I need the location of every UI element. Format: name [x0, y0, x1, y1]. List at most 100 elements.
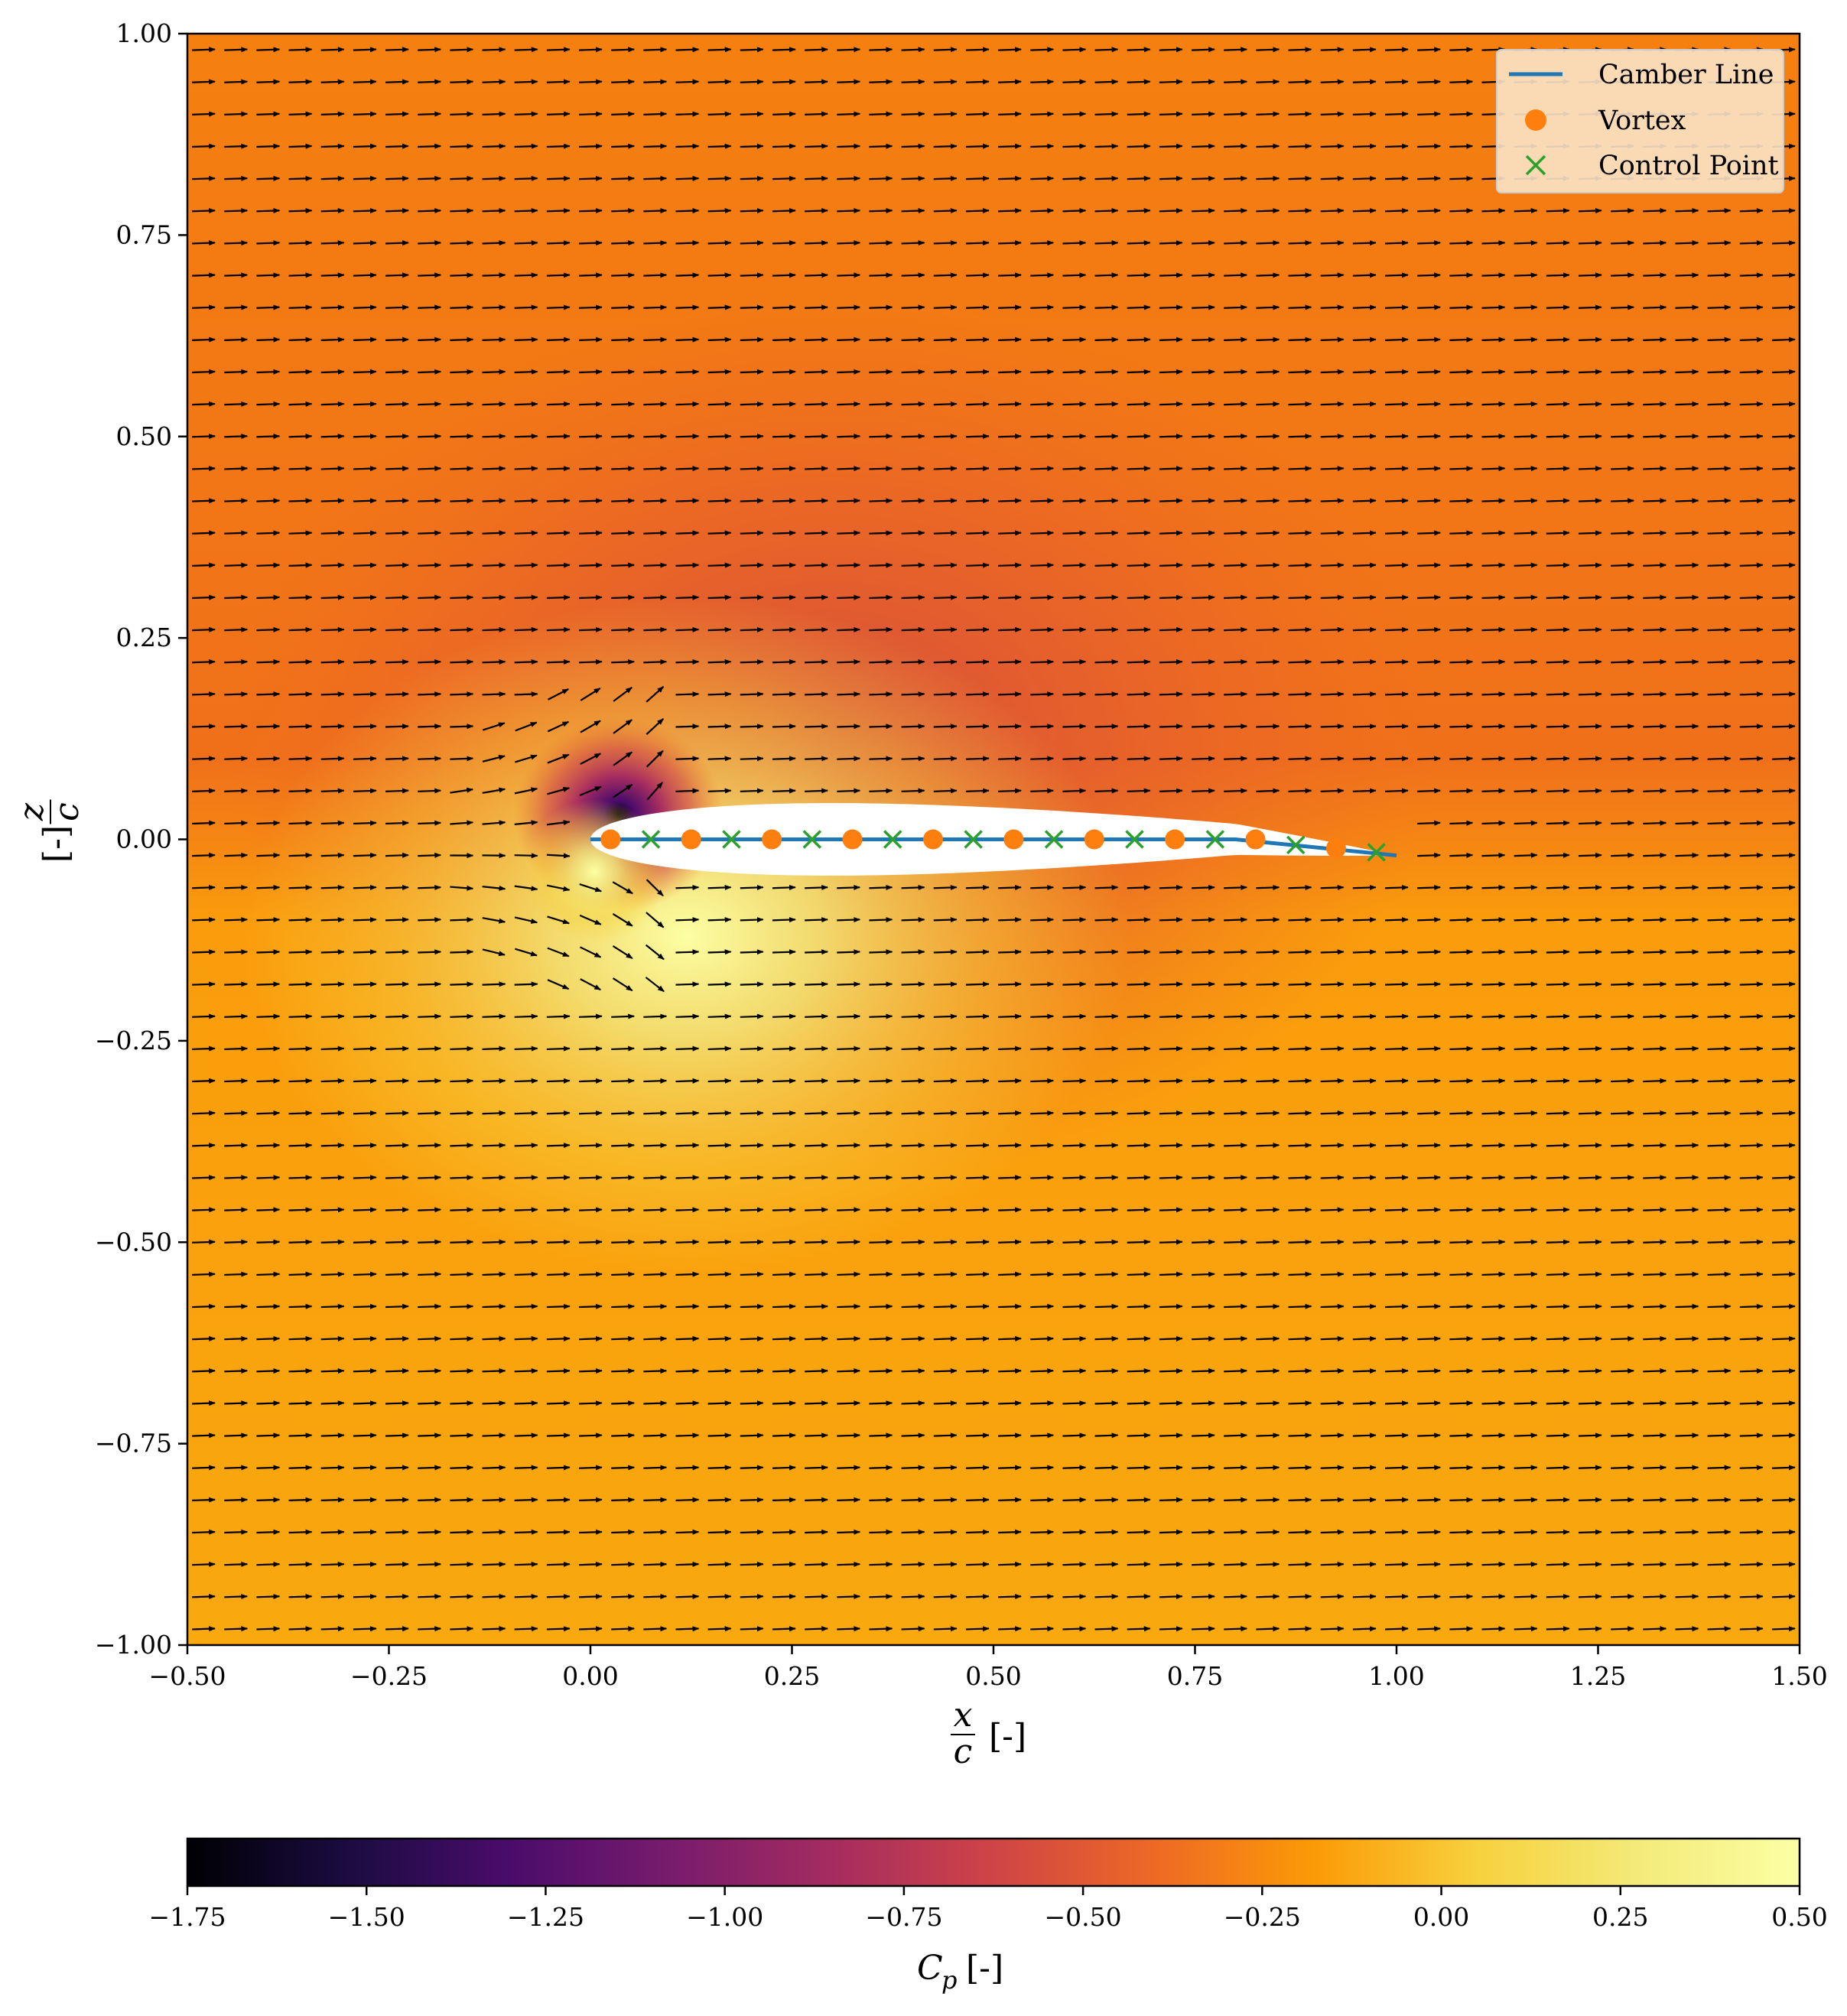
velocity-arrow: [869, 1303, 893, 1309]
velocity-arrow: [224, 1110, 249, 1116]
velocity-arrow: [1481, 884, 1506, 890]
velocity-arrow: [1288, 304, 1312, 311]
velocity-arrow: [546, 594, 571, 600]
velocity-arrow: [998, 1497, 1022, 1503]
velocity-arrow: [1192, 1594, 1215, 1600]
velocity-arrow: [320, 1303, 345, 1309]
velocity-arrow: [546, 433, 571, 440]
velocity-arrow: [1094, 884, 1119, 890]
velocity-arrow: [1320, 917, 1345, 923]
velocity-arrow: [418, 111, 442, 117]
velocity-arrow: [1192, 1013, 1215, 1019]
velocity-arrow: [675, 562, 700, 568]
velocity-arrow: [1417, 1143, 1442, 1149]
velocity-arrow: [805, 1013, 828, 1019]
velocity-arrow: [1159, 498, 1183, 504]
velocity-arrow: [418, 304, 442, 311]
legend-label-vortex: Vortex: [1598, 106, 1686, 136]
velocity-arrow: [1192, 530, 1215, 536]
velocity-arrow: [256, 143, 281, 149]
velocity-arrow: [1384, 1626, 1409, 1632]
velocity-arrow: [1384, 723, 1409, 730]
velocity-arrow: [643, 1175, 668, 1181]
velocity-arrow: [837, 1271, 861, 1277]
velocity-arrow: [1062, 884, 1087, 890]
velocity-arrow: [869, 1143, 893, 1149]
velocity-arrow: [514, 820, 538, 826]
velocity-arrow: [1578, 981, 1602, 987]
velocity-arrow: [1159, 1110, 1183, 1116]
velocity-arrow: [450, 1335, 474, 1341]
velocity-arrow: [482, 1626, 506, 1632]
velocity-arrow: [1417, 1529, 1442, 1535]
velocity-arrow: [546, 466, 571, 472]
colorbar-title-unit: [-]: [966, 1949, 1003, 1988]
velocity-arrow: [1256, 433, 1280, 440]
velocity-arrow: [1675, 1497, 1699, 1503]
velocity-arrow: [675, 466, 700, 472]
velocity-arrow: [1224, 1561, 1248, 1567]
velocity-arrow: [643, 466, 668, 472]
velocity-arrow: [1320, 1594, 1345, 1600]
velocity-arrow: [772, 433, 796, 440]
velocity-arrow: [1514, 1175, 1538, 1181]
velocity-arrow: [1417, 304, 1442, 311]
velocity-arrow: [353, 1013, 377, 1019]
velocity-arrow: [1127, 208, 1151, 214]
velocity-arrow: [707, 401, 732, 407]
velocity-arrow: [1224, 272, 1248, 278]
velocity-arrow: [1675, 723, 1699, 730]
velocity-arrow: [965, 1626, 990, 1632]
velocity-arrow: [224, 1594, 249, 1600]
velocity-arrow: [1417, 917, 1442, 923]
control-point: [883, 830, 902, 849]
velocity-arrow: [869, 208, 893, 214]
velocity-arrow: [320, 272, 345, 278]
velocity-arrow: [1514, 820, 1538, 826]
velocity-arrow: [1320, 1175, 1345, 1181]
velocity-arrow: [1288, 175, 1312, 181]
velocity-arrow: [805, 111, 828, 117]
velocity-arrow: [675, 304, 700, 311]
velocity-arrow: [1224, 788, 1248, 794]
velocity-arrow: [1127, 530, 1151, 536]
velocity-arrow: [1643, 272, 1667, 278]
velocity-arrow: [1192, 401, 1215, 407]
velocity-arrow: [579, 785, 602, 796]
velocity-arrow: [740, 1497, 764, 1503]
velocity-arrow: [1224, 1175, 1248, 1181]
velocity-arrow: [450, 111, 474, 117]
velocity-arrow: [1352, 498, 1377, 504]
legend-control-point-swatch: [1525, 154, 1546, 176]
velocity-arrow: [1224, 594, 1248, 600]
velocity-arrow: [675, 1013, 700, 1019]
velocity-arrow: [482, 626, 506, 632]
velocity-arrow: [1159, 466, 1183, 472]
velocity-arrow: [1675, 208, 1699, 214]
velocity-arrow: [1352, 626, 1377, 632]
velocity-arrow: [1127, 949, 1151, 955]
velocity-arrow: [933, 401, 958, 407]
velocity-arrow: [1578, 594, 1602, 600]
velocity-arrow: [514, 240, 538, 246]
velocity-arrow: [611, 1207, 636, 1213]
velocity-arrow: [998, 401, 1022, 407]
velocity-arrow: [482, 1335, 506, 1341]
velocity-arrow: [611, 530, 636, 536]
velocity-arrow: [547, 915, 571, 925]
velocity-arrow: [1256, 788, 1280, 794]
velocity-arrow: [288, 466, 313, 472]
velocity-arrow: [643, 175, 668, 181]
velocity-arrow: [901, 466, 925, 472]
velocity-arrow: [612, 977, 633, 992]
velocity-arrow: [224, 401, 249, 407]
velocity-arrow: [901, 1335, 925, 1341]
velocity-arrow: [1546, 1303, 1570, 1309]
velocity-arrow: [707, 304, 732, 311]
velocity-arrow: [1611, 466, 1634, 472]
velocity-arrow: [1417, 79, 1442, 85]
velocity-arrow: [837, 272, 861, 278]
velocity-arrow: [288, 1626, 313, 1632]
velocity-arrow: [1127, 79, 1151, 85]
velocity-arrow: [288, 1239, 313, 1245]
